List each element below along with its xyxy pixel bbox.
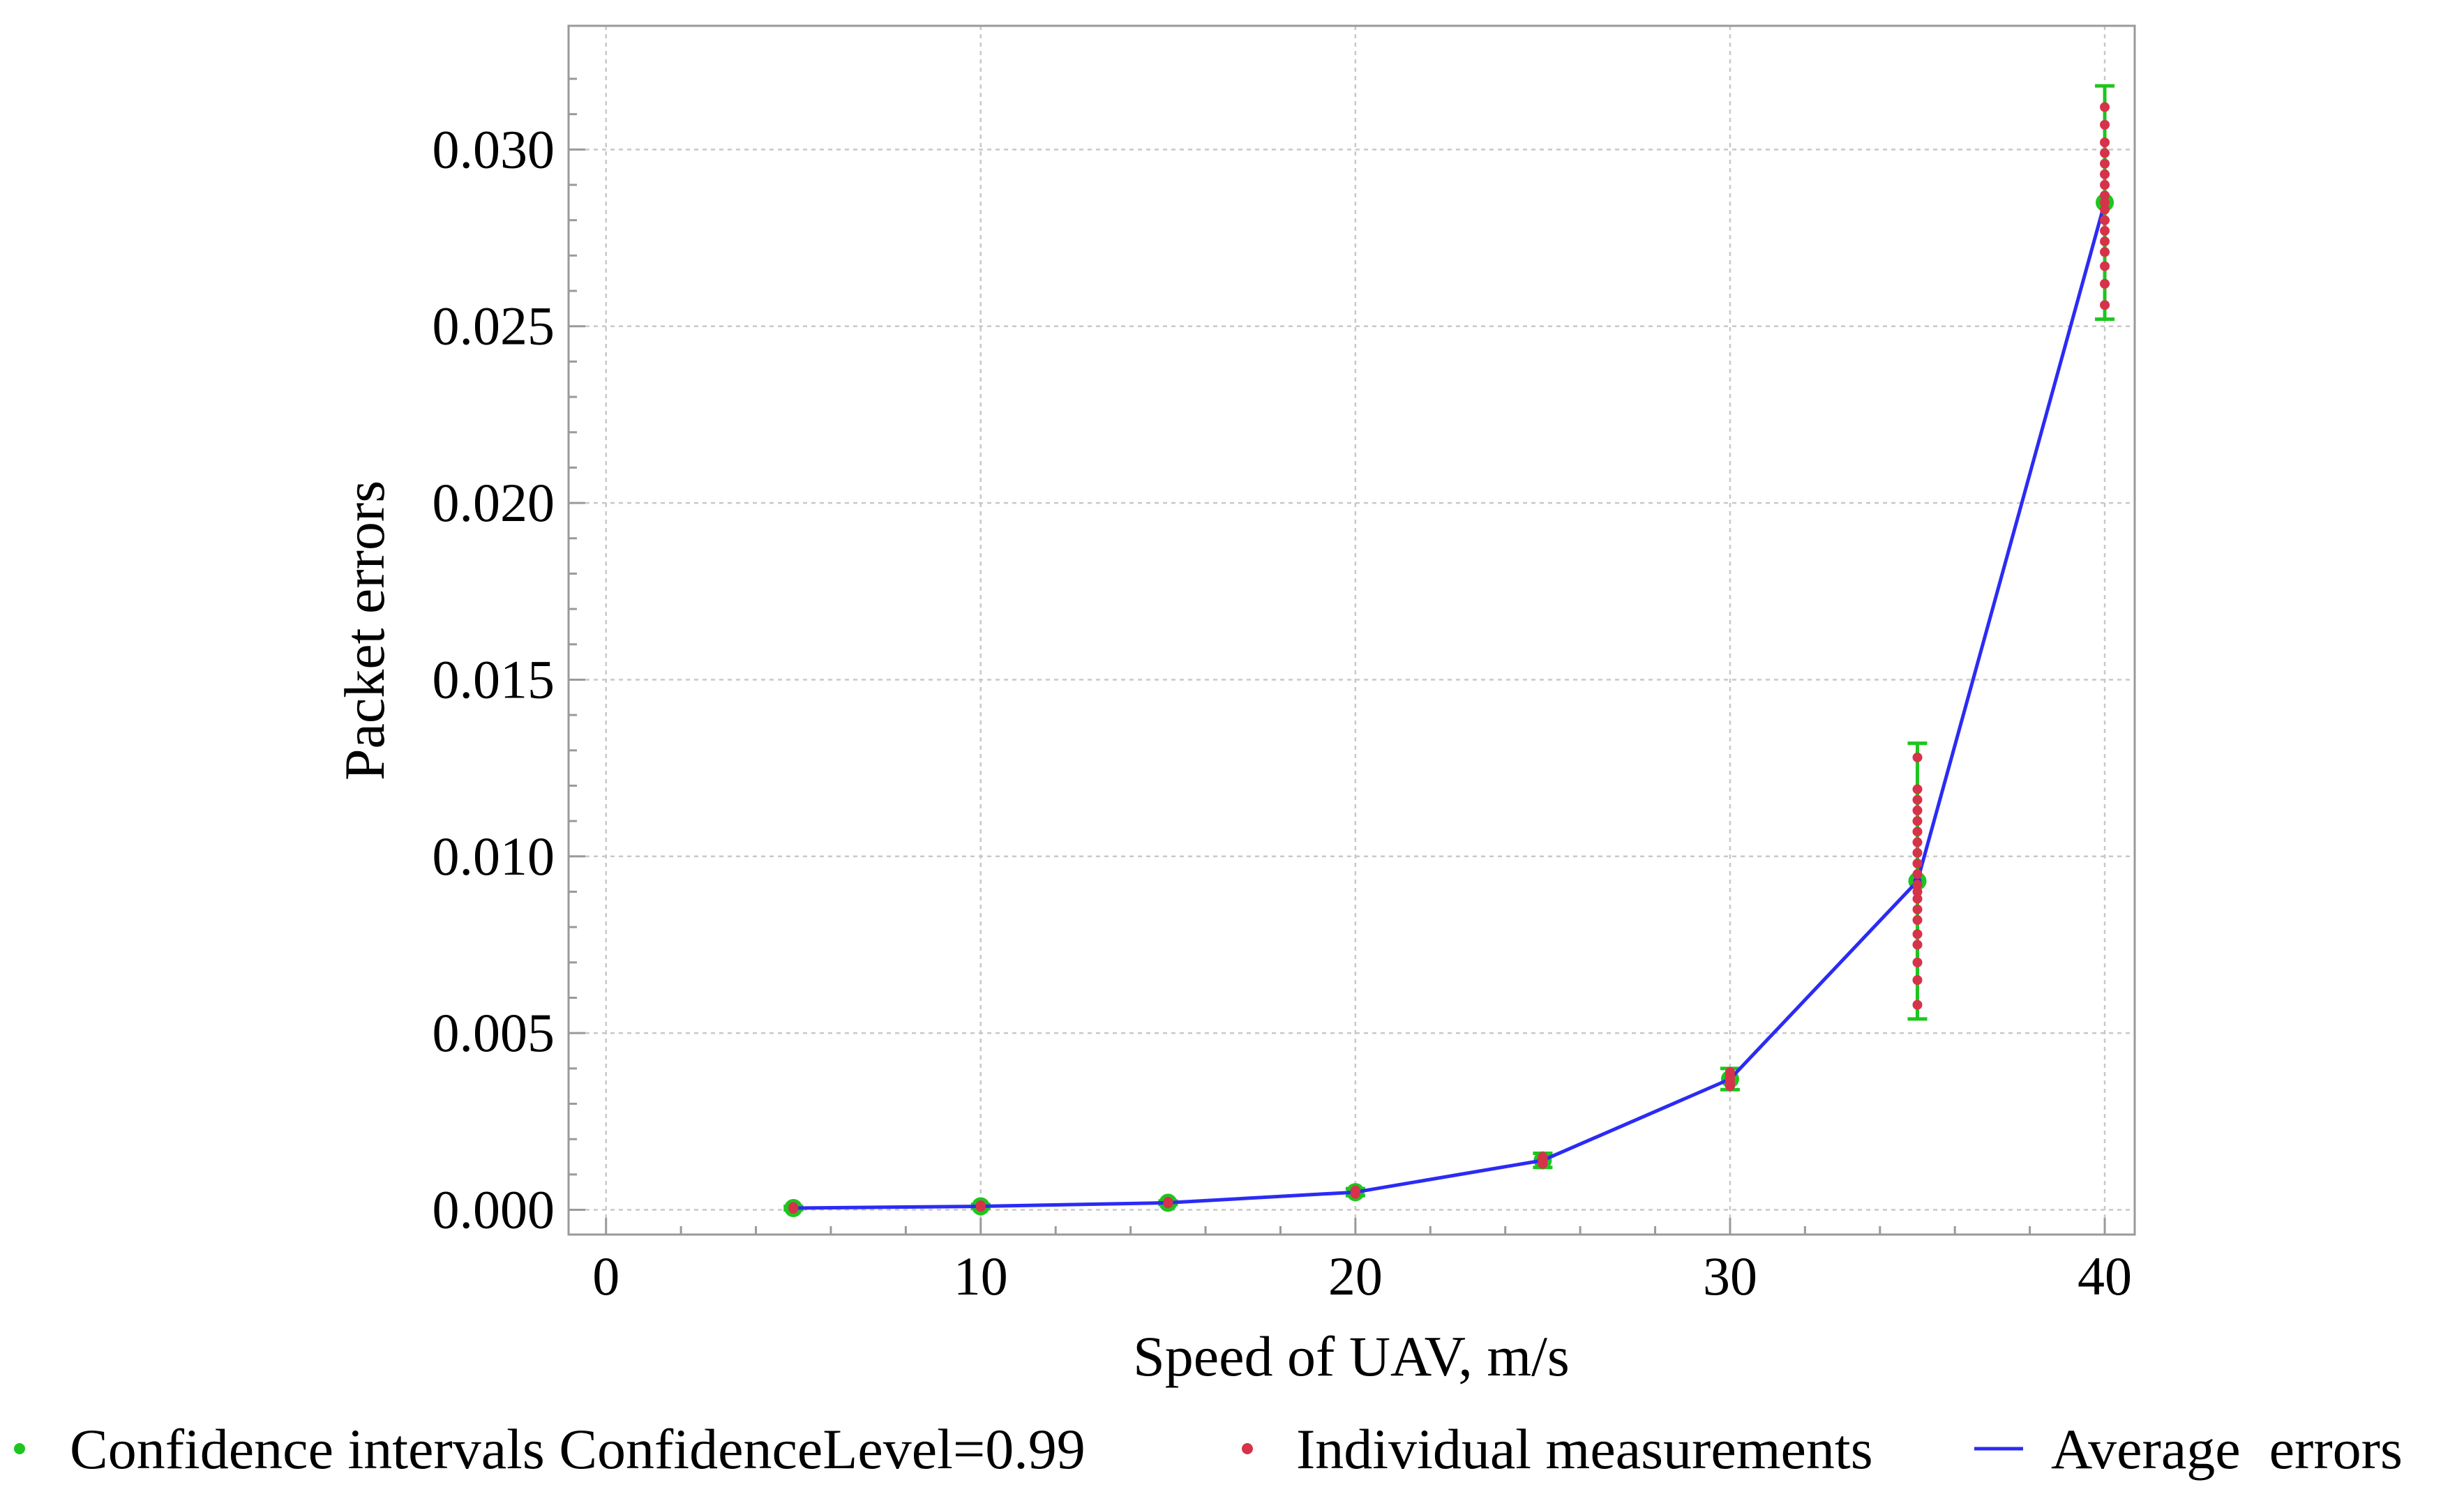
y-tick-label: 0.025 <box>433 296 555 356</box>
measurement-point <box>2100 300 2110 310</box>
legend-average-label: Average errors <box>2051 1417 2403 1481</box>
measurement-point <box>2100 215 2110 225</box>
measurement-point <box>1912 1000 1923 1010</box>
measurement-point <box>2100 225 2110 236</box>
measurement-point <box>1350 1185 1360 1195</box>
measurement-point <box>2100 278 2110 289</box>
measurement-point <box>1912 805 1923 815</box>
measurement-point <box>2100 102 2110 112</box>
measurement-point <box>2100 261 2110 271</box>
measurement-point <box>2100 190 2110 201</box>
measurement-point <box>1163 1196 1173 1207</box>
measurement-point <box>1912 904 1923 914</box>
measurement-point <box>1912 915 1923 926</box>
measurement-point <box>1912 887 1923 897</box>
measurement-point <box>2100 119 2110 130</box>
measurement-point <box>1912 880 1923 890</box>
legend-ci-marker <box>14 1443 25 1454</box>
measurement-point <box>2100 148 2110 158</box>
legend-measurements-marker <box>1242 1443 1253 1454</box>
average-errors-path <box>793 202 2107 1210</box>
x-tick-label: 20 <box>1328 1246 1383 1306</box>
y-tick-label: 0.010 <box>433 826 555 887</box>
measurement-point <box>2100 236 2110 247</box>
grid-lines <box>569 26 2135 1235</box>
measurement-point <box>788 1202 799 1212</box>
measurement-point <box>1912 816 1923 827</box>
measurement-point <box>1912 957 1923 967</box>
measurement-point <box>1912 869 1923 880</box>
measurement-point <box>2100 137 2110 148</box>
tick-labels: 0 10 20 30 40 0.000 0.005 0.010 0.015 0.020 0.025 0… <box>433 119 2133 1306</box>
confidence-intervals <box>783 84 2115 1217</box>
measurement-point <box>1912 975 1923 986</box>
legend: Confidence intervals ConfidenceLevel=0.9… <box>14 1417 2403 1481</box>
measurement-point <box>2100 204 2110 215</box>
axis-ticks <box>569 77 2106 1235</box>
measurement-point <box>1912 893 1923 904</box>
measurement-point <box>1912 847 1923 858</box>
average-errors-line <box>789 198 2110 1212</box>
y-tick-label: 0.015 <box>433 649 555 709</box>
x-tick-label: 0 <box>592 1246 619 1306</box>
measurement-point <box>975 1200 986 1210</box>
measurement-point <box>2100 180 2110 190</box>
measurement-point <box>2100 247 2110 257</box>
y-tick-label: 0.020 <box>433 472 555 533</box>
measurement-point <box>1912 784 1923 794</box>
measurement-point <box>2100 158 2110 169</box>
y-tick-label: 0.030 <box>433 119 555 179</box>
measurement-point <box>1912 794 1923 805</box>
individual-measurements <box>788 102 2110 1214</box>
measurement-point <box>1912 940 1923 950</box>
measurement-point <box>1912 827 1923 837</box>
measurement-point <box>1912 837 1923 847</box>
x-tick-label: 30 <box>1703 1246 1757 1306</box>
measurement-point <box>2100 169 2110 179</box>
measurement-point <box>1912 858 1923 868</box>
measurement-point <box>2100 197 2110 208</box>
plot-frame <box>567 24 2136 1236</box>
legend-measurements-label: Individual measurements <box>1296 1417 1873 1481</box>
legend-ci-label: Confidence intervals ConfidenceLevel=0.9… <box>70 1417 1085 1481</box>
measurement-point <box>1725 1066 1735 1077</box>
measurement-point <box>1538 1152 1548 1162</box>
measurement-point <box>1912 929 1923 940</box>
measurement-point <box>1912 752 1923 762</box>
x-axis-title: Speed of UAV, m/s <box>1133 1325 1570 1388</box>
y-axis-title: Packet errors <box>333 481 396 780</box>
y-tick-label: 0.000 <box>433 1179 555 1240</box>
x-tick-label: 40 <box>2078 1246 2132 1306</box>
x-tick-label: 10 <box>954 1246 1008 1306</box>
y-tick-label: 0.005 <box>433 1002 555 1063</box>
